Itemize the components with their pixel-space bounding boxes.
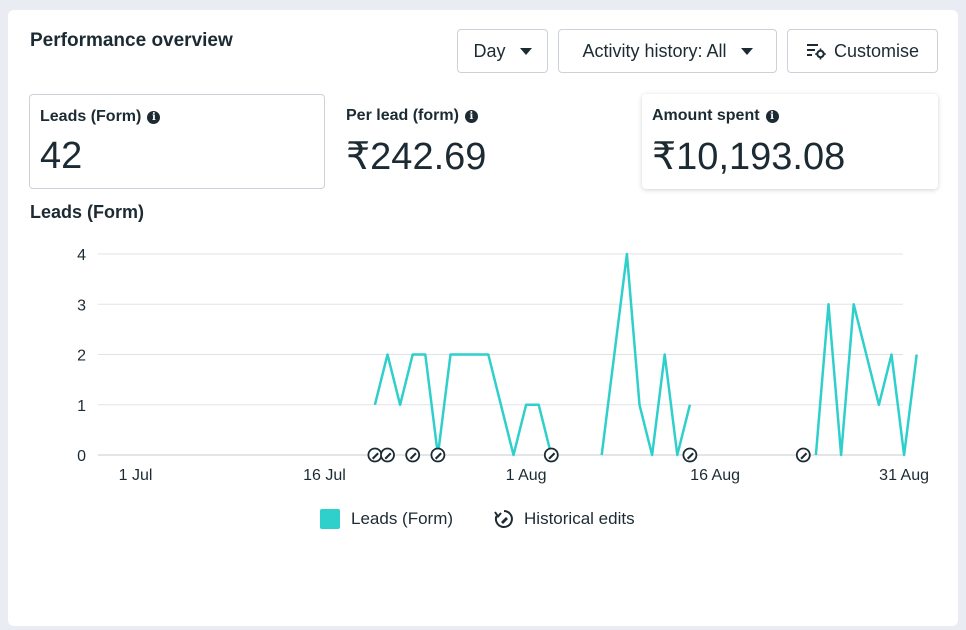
- page-title: Performance overview: [30, 30, 233, 51]
- y-tick-label: 3: [77, 297, 86, 314]
- metric-label: Per lead (form): [346, 107, 459, 124]
- caret-down-icon: [519, 47, 532, 55]
- series-line-leads: [373, 353, 553, 457]
- day-dropdown[interactable]: Day: [457, 29, 548, 73]
- historical-edit-marker[interactable]: [405, 447, 421, 463]
- metric-value: ₹10,193.08: [652, 136, 846, 178]
- filter-settings-icon: [806, 44, 826, 60]
- edit-marker-pencil: [371, 452, 379, 460]
- series-line-leads: [600, 252, 692, 457]
- metric-label: Leads (Form): [40, 108, 142, 125]
- historical-edit-marker[interactable]: [682, 447, 698, 463]
- info-icon[interactable]: i: [464, 109, 478, 123]
- activity-history-label: Activity history: All: [582, 40, 727, 61]
- customise-label: Customise: [833, 40, 920, 61]
- legend-swatch: [320, 509, 340, 529]
- customise-button[interactable]: Customise: [787, 29, 938, 73]
- historical-edit-icon: [494, 510, 513, 528]
- historical-edit-marker[interactable]: [430, 447, 446, 463]
- x-tick-label: 31 Aug: [879, 467, 929, 484]
- activity-history-dropdown[interactable]: Activity history: All: [558, 29, 777, 73]
- historical-edit-marker[interactable]: [795, 447, 811, 463]
- legend-item-historical-edits[interactable]: Historical edits: [493, 508, 635, 530]
- x-tick-label: 16 Jul: [303, 467, 346, 484]
- x-tick-label: 1 Aug: [506, 467, 547, 484]
- legend-label: Historical edits: [524, 509, 635, 528]
- metric-value: 42: [40, 135, 83, 177]
- performance-card: Performance overview Day Activity histor…: [8, 10, 958, 626]
- chart-legend: Leads (Form) Historical edits: [320, 508, 675, 530]
- edit-marker-pencil: [384, 452, 392, 460]
- info-icon[interactable]: i: [147, 110, 161, 124]
- chart-title: Leads (Form): [30, 202, 145, 222]
- series-line-leads: [814, 303, 918, 457]
- historical-edit-marker[interactable]: [543, 447, 559, 463]
- y-tick-label: 4: [77, 247, 86, 264]
- info-icon[interactable]: i: [765, 109, 779, 123]
- metric-label: Amount spent: [652, 107, 760, 124]
- day-dropdown-label: Day: [473, 40, 506, 61]
- legend-label: Leads (Form): [351, 509, 454, 528]
- edit-marker-pencil: [548, 452, 556, 460]
- x-tick-label: 1 Jul: [119, 467, 153, 484]
- y-tick-label: 1: [77, 398, 86, 415]
- edit-marker-pencil: [686, 452, 694, 460]
- edit-marker-pencil: [434, 452, 442, 460]
- y-tick-label: 2: [77, 348, 86, 365]
- caret-down-icon: [740, 47, 753, 55]
- legend-item-leads[interactable]: Leads (Form): [320, 509, 453, 529]
- x-tick-label: 16 Aug: [690, 467, 740, 484]
- metric-value: ₹242.69: [346, 136, 487, 178]
- metric-card-amount-spent[interactable]: Amount spent i ₹10,193.08: [642, 94, 938, 189]
- historical-edit-marker[interactable]: [367, 447, 383, 463]
- edit-marker-pencil: [409, 452, 417, 460]
- edit-marker-pencil: [800, 452, 808, 460]
- metric-card-leads[interactable]: Leads (Form) i 42: [29, 94, 325, 189]
- historical-edit-marker[interactable]: [380, 447, 395, 463]
- y-tick-label: 0: [77, 448, 86, 465]
- metric-card-per-lead[interactable]: Per lead (form) i ₹242.69: [336, 94, 632, 189]
